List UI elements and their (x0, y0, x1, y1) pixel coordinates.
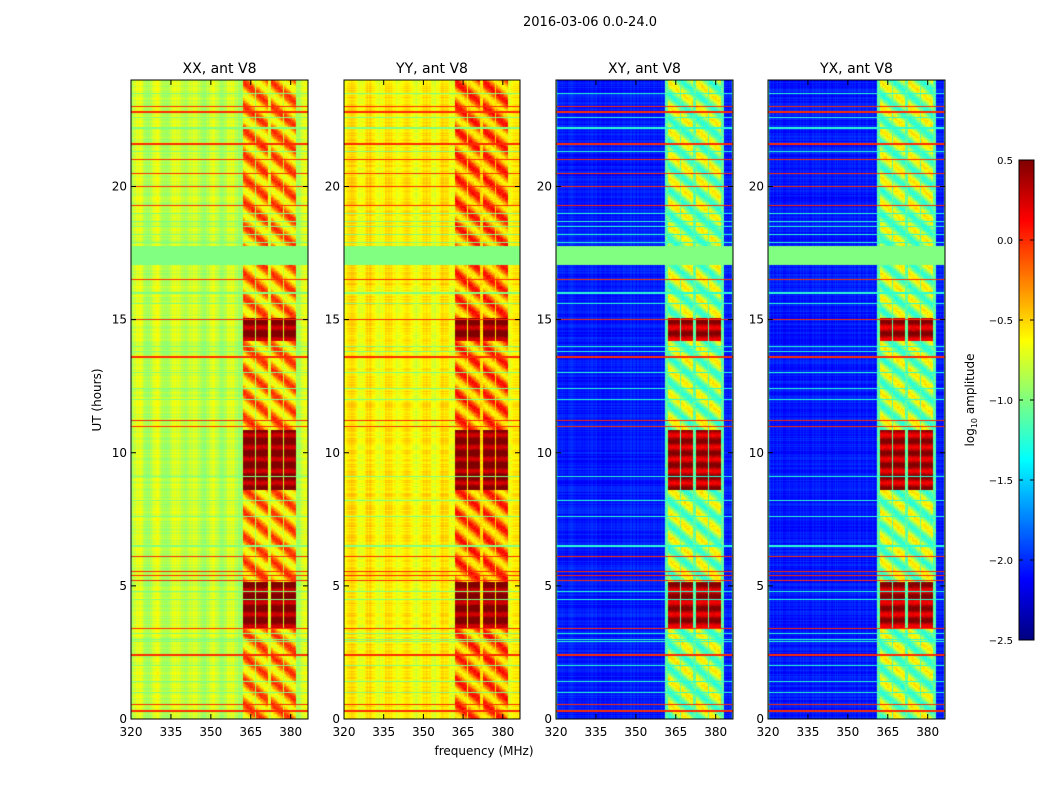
x-tick-label: 380 (279, 725, 302, 739)
x-tick-label: 350 (836, 725, 859, 739)
heatmap-xy (556, 80, 733, 719)
x-tick-label: 350 (624, 725, 647, 739)
x-tick-label: 320 (757, 725, 780, 739)
panel-frame (343, 79, 521, 720)
panel-frame (130, 79, 309, 720)
y-tick-label: 15 (325, 313, 340, 327)
x-tick-label: 335 (796, 725, 819, 739)
x-tick-label: 335 (584, 725, 607, 739)
panel-3: YX, ant V8 320 335 350 365 380 0 5 10 15 20 (749, 61, 946, 739)
y-tick-label: 10 (749, 446, 764, 460)
y-axis-label: UT (hours) (90, 368, 104, 431)
x-tick-label: 320 (120, 725, 143, 739)
y-tick-label: 0 (756, 712, 764, 726)
panel-title: YX, ant V8 (819, 61, 893, 77)
colorbar-tick-label: −1.5 (989, 476, 1013, 487)
heatmap-yx (768, 80, 945, 719)
y-tick-label: 10 (537, 446, 552, 460)
x-tick-label: 350 (199, 725, 222, 739)
x-tick-label: 320 (545, 725, 568, 739)
colorbar-tick-label: 0.0 (997, 236, 1013, 247)
colorbar-tick-label: −0.5 (989, 316, 1013, 327)
colorbar-gradient (1019, 160, 1034, 640)
heatmap-xx (131, 80, 308, 719)
x-tick-label: 380 (916, 725, 939, 739)
panel-title: YY, ant V8 (395, 61, 468, 77)
x-tick-label: 320 (333, 725, 356, 739)
colorbar-label: log10 amplitude (963, 354, 979, 447)
x-tick-label: 380 (704, 725, 727, 739)
x-tick-label: 350 (412, 725, 435, 739)
x-tick-label: 365 (664, 725, 687, 739)
x-tick-label: 335 (159, 725, 182, 739)
x-tick-label: 335 (372, 725, 395, 739)
colorbar: 0.5 0.0 −0.5 −1.0 −1.5 −2.0 −2.5 (989, 156, 1035, 647)
panel-2: XY, ant V8 320 335 350 365 380 0 5 10 15 20 (537, 61, 734, 739)
y-tick-label: 5 (119, 579, 127, 593)
y-tick-label: 10 (325, 446, 340, 460)
y-tick-label: 15 (537, 313, 552, 327)
panel-title: XY, ant V8 (608, 61, 681, 77)
y-tick-label: 0 (332, 712, 340, 726)
panel-frame (767, 79, 946, 720)
x-axis-label: frequency (MHz) (434, 744, 533, 758)
y-tick-label: 0 (544, 712, 552, 726)
y-tick-label: 15 (749, 313, 764, 327)
y-tick-label: 20 (112, 180, 127, 194)
panel-title: XX, ant V8 (183, 61, 257, 77)
x-tick-label: 365 (452, 725, 475, 739)
colorbar-tick-label: −1.0 (989, 396, 1013, 407)
y-tick-label: 20 (325, 180, 340, 194)
figure-title: 2016-03-06 0.0-24.0 (523, 15, 657, 30)
y-tick-label: 5 (332, 579, 340, 593)
heatmap-yy (344, 80, 520, 719)
x-tick-label: 365 (876, 725, 899, 739)
panel-0: XX, ant V8 320 335 350 365 380 0 5 10 15 20 (112, 61, 309, 739)
colorbar-tick-label: −2.0 (989, 556, 1013, 567)
colorbar-tick-label: 0.5 (997, 156, 1013, 167)
colorbar-tick-label: −2.5 (989, 636, 1013, 647)
y-tick-label: 20 (749, 180, 764, 194)
y-tick-label: 5 (544, 579, 552, 593)
y-tick-label: 10 (112, 446, 127, 460)
y-tick-label: 5 (756, 579, 764, 593)
panel-frame (555, 79, 734, 720)
x-tick-label: 380 (491, 725, 514, 739)
y-tick-label: 20 (537, 180, 552, 194)
panel-1: YY, ant V8 320 335 350 365 380 0 5 10 15 20 (325, 61, 521, 739)
y-tick-label: 0 (119, 712, 127, 726)
y-tick-label: 15 (112, 313, 127, 327)
x-tick-label: 365 (239, 725, 262, 739)
